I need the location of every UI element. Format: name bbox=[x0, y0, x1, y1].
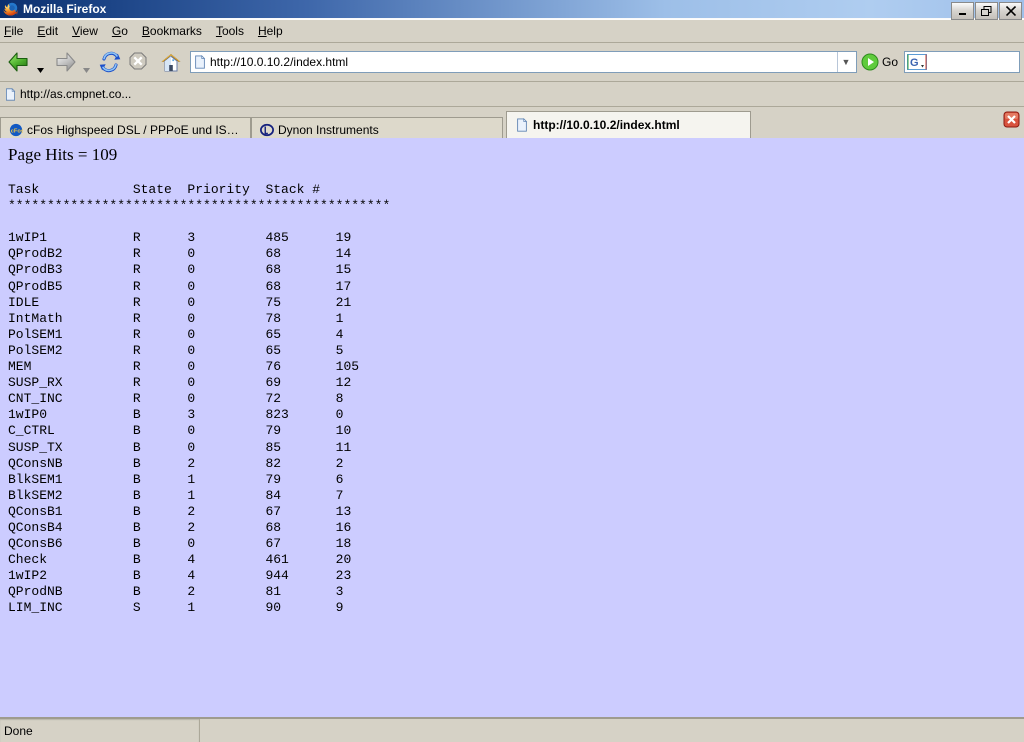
svg-text:cFos: cFos bbox=[11, 128, 23, 134]
svg-text:G: G bbox=[910, 57, 919, 69]
